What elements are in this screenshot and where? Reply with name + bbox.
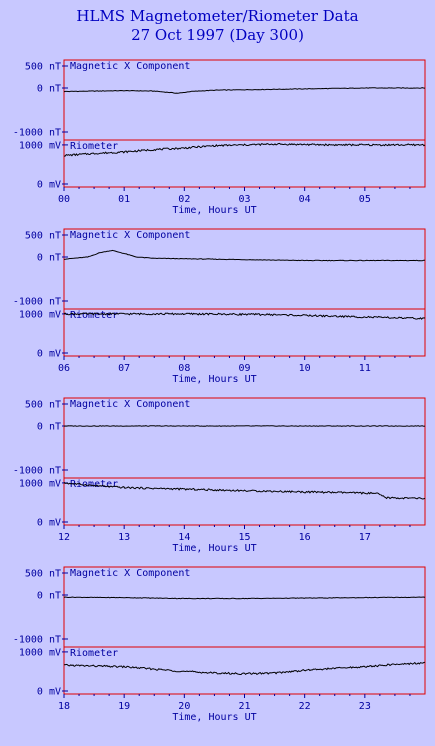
x-tick-label: 08 <box>178 363 190 374</box>
mag-trace <box>63 87 426 94</box>
x-tick-label: 16 <box>299 532 311 543</box>
x-tick-label: 02 <box>178 194 190 205</box>
rio-label: Riometer <box>70 141 118 152</box>
x-axis-label: Time, Hours UT <box>172 543 256 554</box>
rio-y-tick-label: 0 mV <box>37 518 61 529</box>
rio-trace <box>63 312 426 320</box>
x-tick-label: 21 <box>238 701 250 712</box>
mag-y-tick-label: -1000 nT <box>13 466 61 477</box>
chart-title: HLMS Magnetometer/Riometer Data <box>76 7 359 25</box>
x-tick-label: 20 <box>178 701 190 712</box>
rio-y-tick-label: 1000 mV <box>19 478 61 489</box>
rio-y-tick-label: 0 mV <box>37 349 61 360</box>
rio-y-tick-label: 1000 mV <box>19 647 61 658</box>
x-tick-label: 07 <box>118 363 130 374</box>
rio-label: Riometer <box>70 648 118 659</box>
mag-trace <box>63 425 426 427</box>
x-tick-label: 06 <box>58 363 70 374</box>
mag-frame <box>63 228 426 310</box>
mag-frame <box>63 397 426 479</box>
x-tick-label: 10 <box>299 363 311 374</box>
mag-label: Magnetic X Component <box>70 230 190 241</box>
x-tick-label: 03 <box>238 194 250 205</box>
mag-y-tick-label: 0 nT <box>37 591 61 602</box>
mag-y-tick-label: 500 nT <box>25 400 61 411</box>
mag-y-tick-label: 0 nT <box>37 253 61 264</box>
x-tick-label: 04 <box>299 194 311 205</box>
x-tick-label: 23 <box>359 701 371 712</box>
x-tick-label: 15 <box>238 532 250 543</box>
mag-frame <box>63 59 426 141</box>
rio-label: Riometer <box>70 310 118 321</box>
chart-subtitle: 27 Oct 1997 (Day 300) <box>131 26 304 44</box>
x-tick-label: 11 <box>359 363 371 374</box>
x-axis-label: Time, Hours UT <box>172 374 256 385</box>
x-tick-label: 13 <box>118 532 130 543</box>
mag-y-tick-label: 0 nT <box>37 84 61 95</box>
mag-y-tick-label: 500 nT <box>25 231 61 242</box>
x-tick-label: 09 <box>238 363 250 374</box>
x-tick-label: 12 <box>58 532 70 543</box>
mag-label: Magnetic X Component <box>70 399 190 410</box>
mag-y-tick-label: -1000 nT <box>13 635 61 646</box>
x-tick-label: 14 <box>178 532 190 543</box>
mag-y-tick-label: -1000 nT <box>13 128 61 139</box>
x-tick-label: 19 <box>118 701 130 712</box>
rio-trace <box>64 142 426 157</box>
mag-y-tick-label: 500 nT <box>25 62 61 73</box>
x-tick-label: 01 <box>118 194 130 205</box>
mag-label: Magnetic X Component <box>70 61 190 72</box>
mag-y-tick-label: -1000 nT <box>13 297 61 308</box>
rio-y-tick-label: 0 mV <box>37 687 61 698</box>
rio-trace <box>63 661 426 676</box>
x-tick-label: 00 <box>58 194 70 205</box>
x-tick-label: 22 <box>299 701 311 712</box>
rio-label: Riometer <box>70 479 118 490</box>
rio-y-tick-label: 1000 mV <box>19 309 61 320</box>
x-tick-label: 18 <box>58 701 70 712</box>
rio-y-tick-label: 1000 mV <box>19 140 61 151</box>
x-tick-label: 05 <box>359 194 371 205</box>
rio-y-tick-label: 0 mV <box>37 180 61 191</box>
mag-y-tick-label: 0 nT <box>37 422 61 433</box>
mag-trace <box>63 249 425 262</box>
x-axis-label: Time, Hours UT <box>172 712 256 723</box>
x-tick-label: 17 <box>359 532 371 543</box>
mag-trace <box>63 596 426 600</box>
x-axis-label: Time, Hours UT <box>172 205 256 216</box>
rio-trace <box>63 481 426 500</box>
mag-y-tick-label: 500 nT <box>25 569 61 580</box>
mag-label: Magnetic X Component <box>70 568 190 579</box>
mag-frame <box>63 566 426 648</box>
